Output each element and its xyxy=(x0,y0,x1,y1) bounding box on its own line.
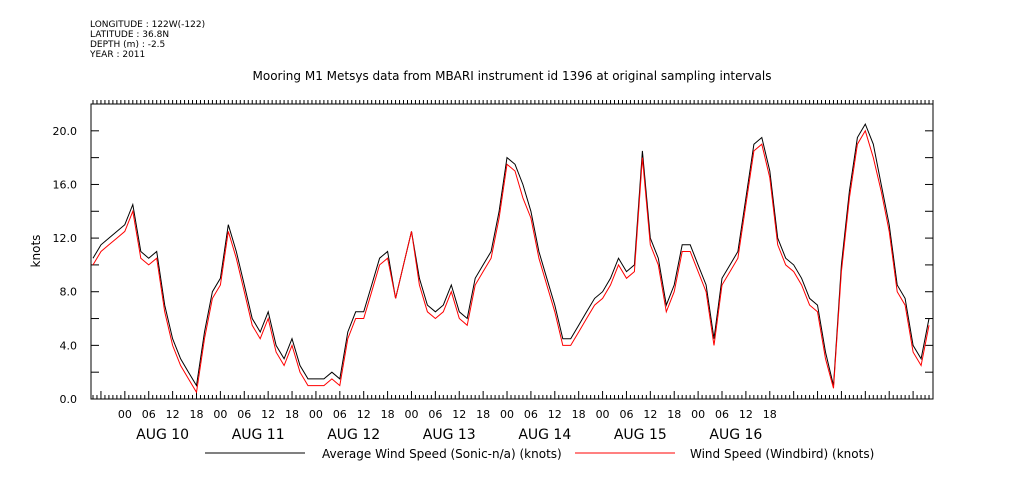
x-tick-label: 00 xyxy=(404,408,418,421)
y-axis: 0.0 4.0 8.0 12.0 16.0 20.0 xyxy=(53,103,933,406)
x-tick-label: 12 xyxy=(739,408,753,421)
x-tick-label: 06 xyxy=(619,408,633,421)
x-tick-label: 12 xyxy=(166,408,180,421)
y-tick-label: 4.0 xyxy=(60,339,78,352)
x-tick-label: 00 xyxy=(213,408,227,421)
x-tick-label: 00 xyxy=(500,408,514,421)
x-tick-label: 12 xyxy=(452,408,466,421)
day-label: AUG 10 xyxy=(136,427,189,443)
x-tick-label: 12 xyxy=(357,408,371,421)
legend-label-windbird: Wind Speed (Windbird) (knots) xyxy=(690,447,874,461)
legend-label-average: Average Wind Speed (Sonic-n/a) (knots) xyxy=(322,447,562,461)
x-tick-label: 12 xyxy=(548,408,562,421)
x-tick-label: 00 xyxy=(691,408,705,421)
x-axis: 00 06 12 18 00 06 12 18 00 06 12 18 00 06 12 18 00 06 12 18… xyxy=(92,100,934,443)
year-label: YEAR : 2011 xyxy=(90,50,146,60)
x-tick-label: 00 xyxy=(309,408,323,421)
plot-frame xyxy=(90,103,934,400)
x-tick-label: 18 xyxy=(667,408,681,421)
day-label: AUG 13 xyxy=(423,427,476,443)
day-label: AUG 15 xyxy=(614,427,667,443)
legend: Average Wind Speed (Sonic-n/a) (knots) W… xyxy=(205,447,874,461)
x-tick-label: 18 xyxy=(763,408,777,421)
depth-label: DEPTH (m) : -2.5 xyxy=(90,40,166,50)
series-group xyxy=(92,122,930,394)
y-tick-label: 8.0 xyxy=(60,286,78,299)
y-tick-label: 0.0 xyxy=(60,393,78,406)
x-tick-label: 06 xyxy=(428,408,442,421)
series-line-average-wind-speed xyxy=(92,122,930,388)
y-tick-label: 20.0 xyxy=(53,125,78,138)
longitude-label: LONGITUDE : 122W(-122) xyxy=(90,20,206,30)
latitude-label: LATITUDE : 36.8N xyxy=(90,30,170,40)
chart-title: Mooring M1 Metsys data from MBARI instru… xyxy=(253,69,772,83)
x-tick-label: 00 xyxy=(118,408,132,421)
x-tick-label: 18 xyxy=(572,408,586,421)
y-axis-label: knots xyxy=(29,235,43,268)
x-tick-label: 18 xyxy=(381,408,395,421)
day-label: AUG 11 xyxy=(232,427,285,443)
x-tick-label: 12 xyxy=(643,408,657,421)
x-tick-label: 18 xyxy=(189,408,203,421)
x-tick-label: 06 xyxy=(715,408,729,421)
day-label: AUG 12 xyxy=(327,427,380,443)
x-tick-label: 18 xyxy=(476,408,490,421)
x-tick-label: 18 xyxy=(285,408,299,421)
station-metadata: LONGITUDE : 122W(-122) LATITUDE : 36.8N … xyxy=(90,20,205,60)
y-tick-label: 12.0 xyxy=(53,232,78,245)
day-label: AUG 14 xyxy=(518,427,571,443)
x-tick-label: 00 xyxy=(596,408,610,421)
x-tick-label: 06 xyxy=(524,408,538,421)
x-tick-label: 06 xyxy=(142,408,156,421)
series-line-windbird-wind-speed xyxy=(92,129,930,394)
x-tick-label: 12 xyxy=(261,408,275,421)
x-tick-label: 06 xyxy=(333,408,347,421)
y-tick-label: 16.0 xyxy=(53,178,78,191)
day-label: AUG 16 xyxy=(709,427,762,443)
x-tick-label: 06 xyxy=(237,408,251,421)
